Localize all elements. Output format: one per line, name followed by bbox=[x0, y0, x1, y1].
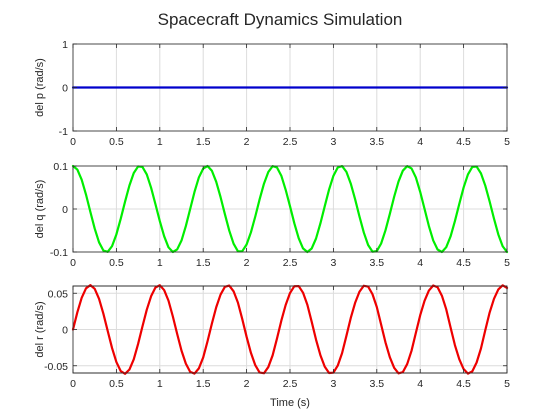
x-tick-label: 4.5 bbox=[456, 136, 471, 148]
x-tick-label: 2.5 bbox=[283, 257, 298, 269]
x-tick-label: 0.5 bbox=[109, 378, 124, 390]
x-tick-label: 3 bbox=[330, 378, 336, 390]
y-tick-label: 0 bbox=[62, 325, 68, 337]
x-tick-label: 3.5 bbox=[369, 257, 384, 269]
y-axis-label-del-q: del q (rad/s) bbox=[34, 180, 46, 239]
x-tick-label: 0.5 bbox=[109, 257, 124, 269]
x-tick-label: 3 bbox=[330, 136, 336, 148]
x-tick-label: 1.5 bbox=[196, 257, 211, 269]
x-tick-label: 3.5 bbox=[369, 378, 384, 390]
x-tick-label: 5 bbox=[504, 257, 510, 269]
x-tick-label: 4.5 bbox=[456, 257, 471, 269]
x-tick-label: 0 bbox=[70, 257, 76, 269]
x-tick-label: 3 bbox=[330, 257, 336, 269]
x-tick-label: 0 bbox=[70, 378, 76, 390]
x-tick-label: 0.5 bbox=[109, 136, 124, 148]
x-tick-label: 0 bbox=[70, 136, 76, 148]
series-line-del-q bbox=[71, 164, 509, 254]
x-tick-label: 1 bbox=[157, 257, 163, 269]
x-tick-label: 2.5 bbox=[283, 136, 298, 148]
y-tick-label: -0.05 bbox=[44, 361, 68, 373]
y-tick-label: 0.1 bbox=[53, 161, 68, 173]
y-axis-label-del-p: del p (rad/s) bbox=[34, 58, 46, 117]
y-tick-label: 1 bbox=[62, 39, 68, 51]
x-tick-label: 1 bbox=[157, 136, 163, 148]
x-tick-label: 2 bbox=[244, 257, 250, 269]
y-tick-label: 0.05 bbox=[48, 288, 69, 300]
x-axis-label: Time (s) bbox=[270, 397, 310, 409]
y-axis-label-del-r: del r (rad/s) bbox=[34, 301, 46, 357]
y-tick-label: 0 bbox=[62, 204, 68, 216]
x-tick-label: 1.5 bbox=[196, 136, 211, 148]
x-tick-label: 2.5 bbox=[283, 378, 298, 390]
y-tick-label: -0.1 bbox=[50, 247, 68, 259]
x-tick-label: 5 bbox=[504, 378, 510, 390]
x-tick-label: 1 bbox=[157, 378, 163, 390]
x-tick-label: 3.5 bbox=[369, 136, 384, 148]
figure-title: Spacecraft Dynamics Simulation bbox=[158, 10, 403, 29]
x-tick-label: 5 bbox=[504, 136, 510, 148]
y-tick-label: 0 bbox=[62, 83, 68, 95]
x-tick-label: 4 bbox=[417, 136, 423, 148]
y-tick-label: -1 bbox=[59, 126, 68, 138]
x-tick-label: 4 bbox=[417, 257, 423, 269]
x-tick-label: 1.5 bbox=[196, 378, 211, 390]
x-tick-label: 4 bbox=[417, 378, 423, 390]
x-tick-label: 2 bbox=[244, 378, 250, 390]
x-tick-label: 4.5 bbox=[456, 378, 471, 390]
x-tick-label: 2 bbox=[244, 136, 250, 148]
